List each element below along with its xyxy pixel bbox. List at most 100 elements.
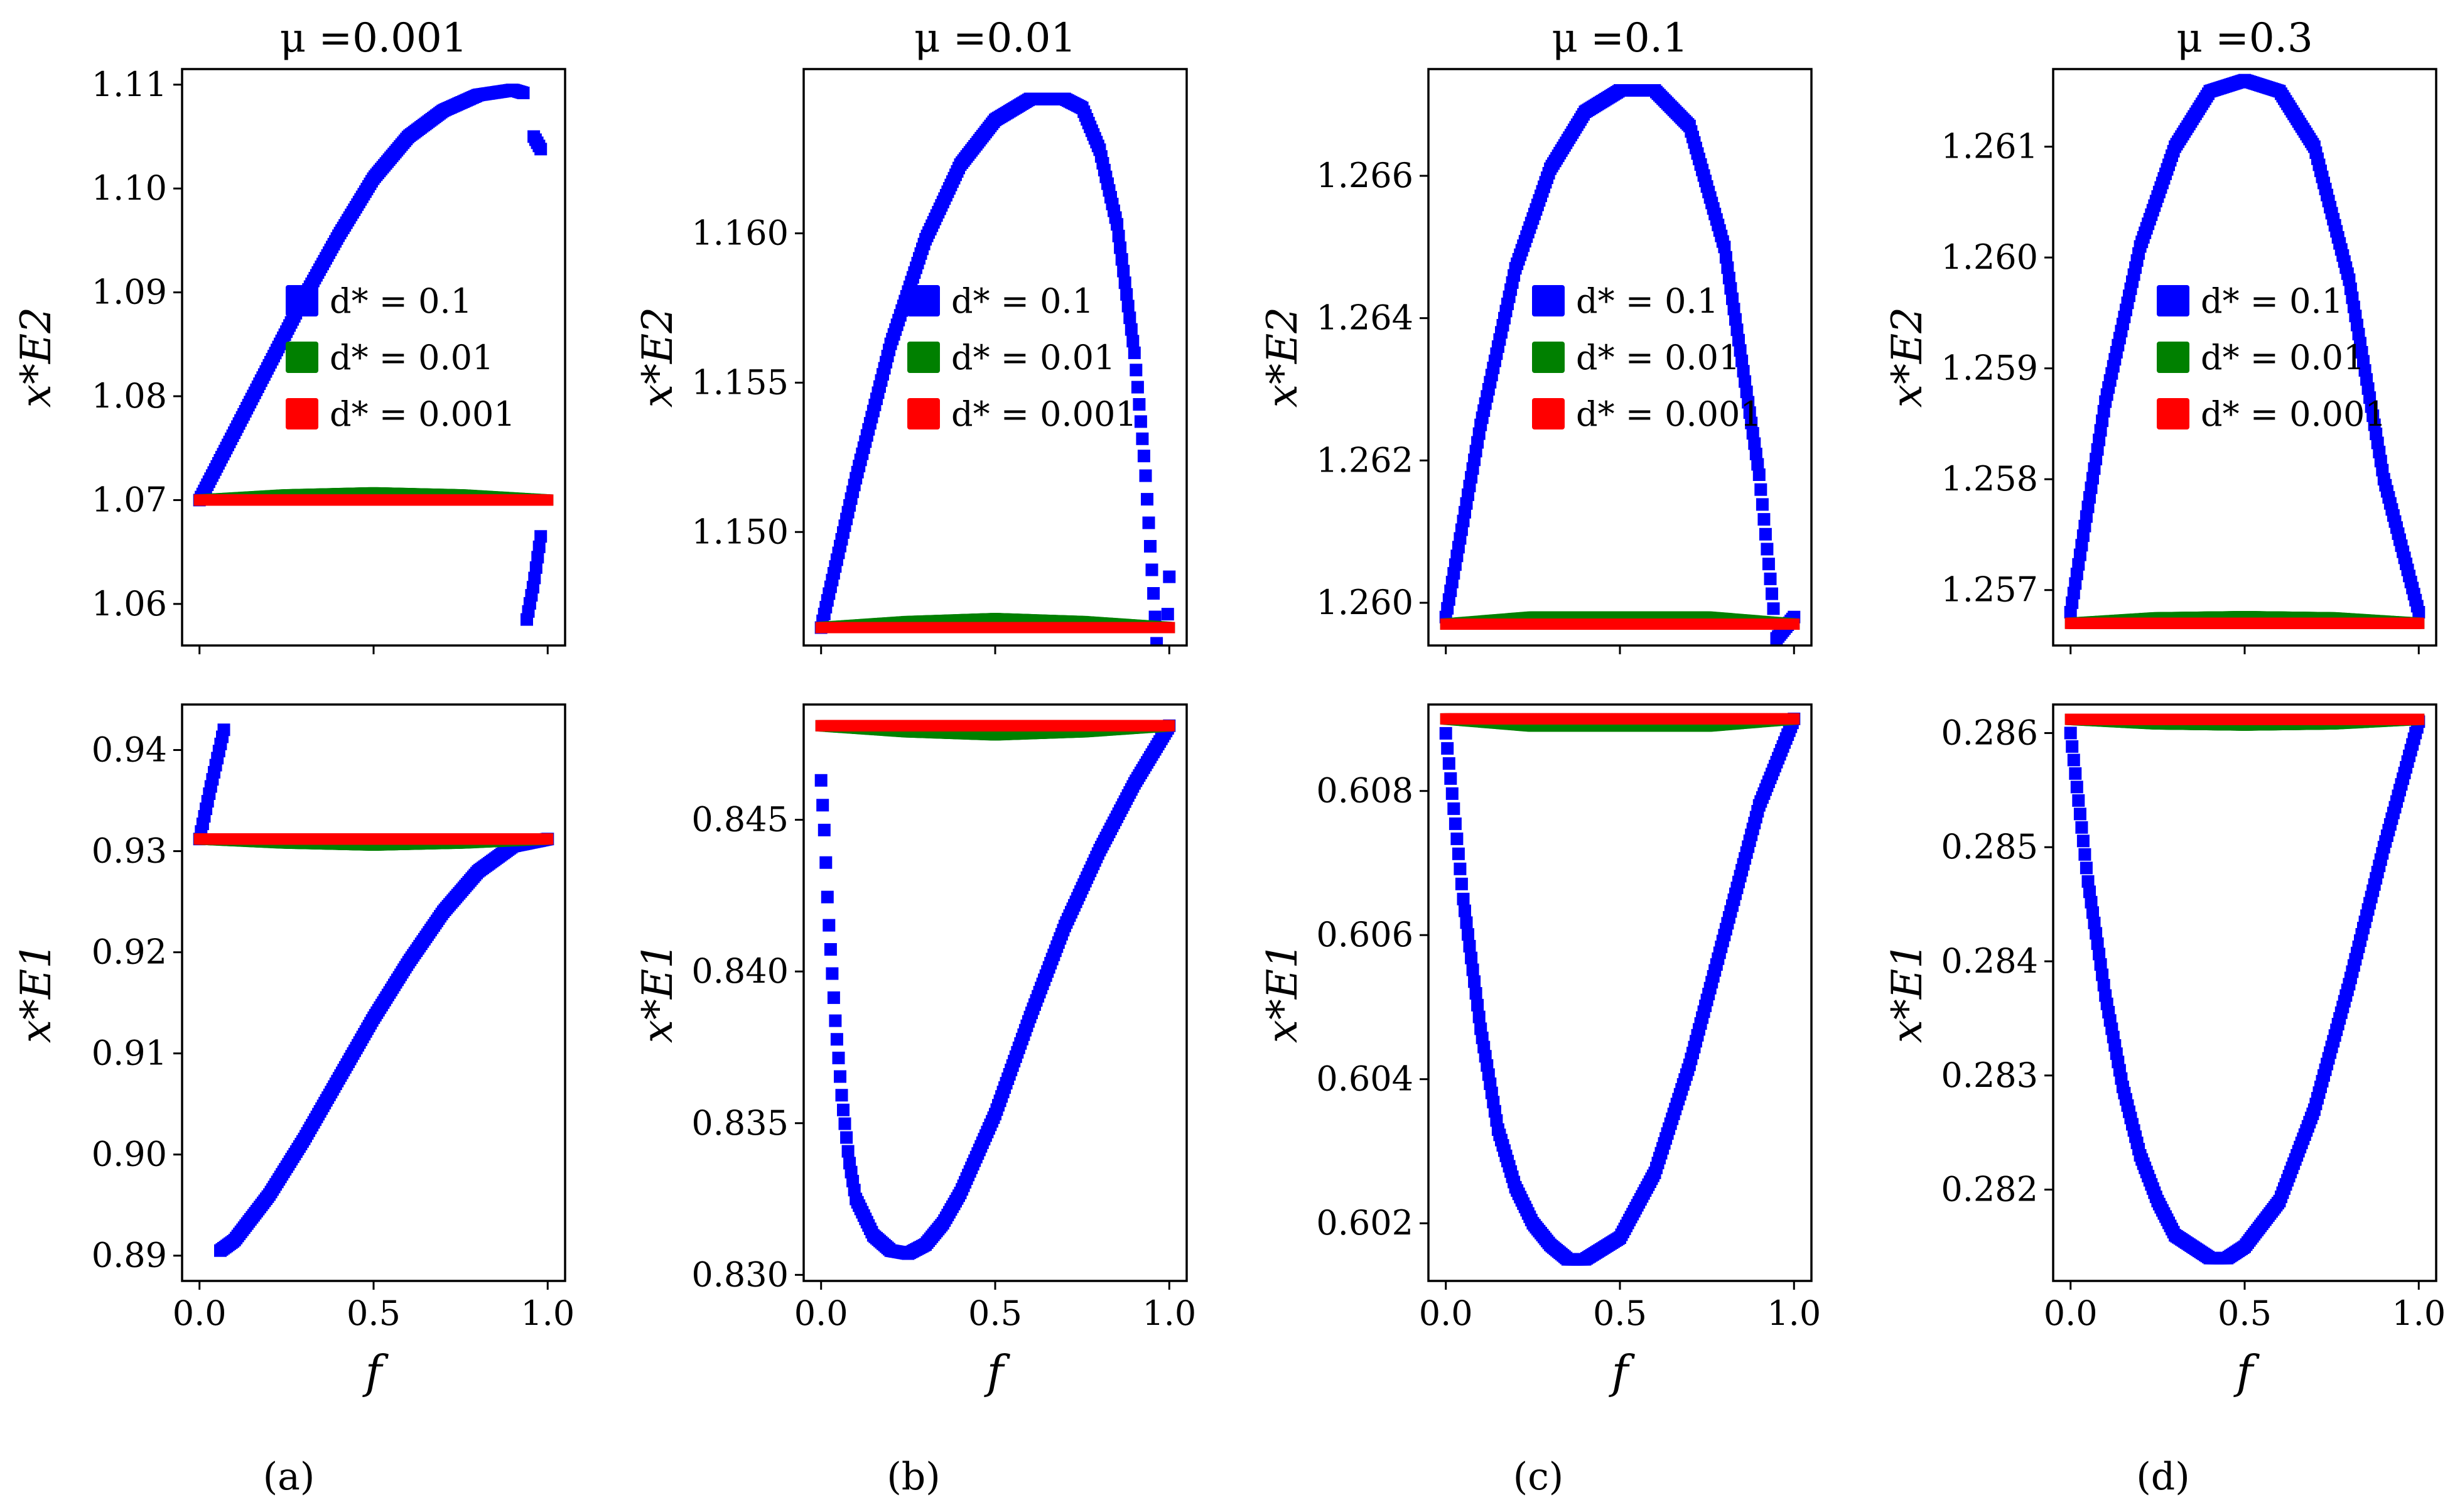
data-point — [2080, 861, 2093, 875]
panel-c-bottom-series-3 — [1440, 713, 1800, 725]
data-point — [2091, 443, 2104, 456]
y-tick-label: 0.90 — [92, 1135, 167, 1174]
data-point — [2070, 780, 2083, 794]
data-point — [2091, 937, 2104, 950]
data-point — [2086, 472, 2099, 485]
legend-swatch — [1532, 342, 1565, 373]
data-point — [1729, 313, 1742, 326]
data-point — [2067, 586, 2080, 600]
x-tick-label: 0.5 — [1593, 1293, 1647, 1333]
data-point — [2066, 740, 2079, 753]
data-point — [2096, 968, 2109, 981]
panel-d-top-series-3 — [2064, 617, 2425, 629]
data-point — [1125, 323, 1138, 336]
data-point — [2097, 404, 2110, 418]
panel-c-bottom-series-1-segment-1 — [1439, 712, 1801, 1266]
panel-a-top-ylabel: x*E2 — [12, 307, 60, 408]
panel-d-top-ylabel: x*E2 — [1883, 307, 1931, 408]
data-point — [2076, 529, 2090, 543]
panel-d-bottom-series-1-segment-1 — [2064, 715, 2425, 1265]
data-point — [1469, 987, 1482, 1000]
x-tick-label: 1.0 — [1767, 1293, 1821, 1333]
panel-b-top-series-1 — [814, 92, 1176, 645]
legend-label: d* = 0.1 — [330, 281, 472, 321]
y-tick-label: 1.150 — [691, 512, 789, 551]
data-point — [1751, 458, 1764, 471]
legend-swatch — [286, 285, 318, 316]
legend-swatch — [907, 398, 940, 429]
data-point — [1718, 240, 1731, 254]
data-point — [1118, 276, 1131, 289]
data-point — [1452, 847, 1465, 860]
y-tick-label: 1.07 — [92, 480, 167, 519]
data-point — [2078, 519, 2091, 532]
data-point — [1727, 303, 1740, 316]
data-point — [2083, 885, 2096, 899]
data-point — [2412, 606, 2425, 618]
data-point — [2069, 767, 2082, 780]
data-point — [1134, 415, 1147, 428]
panel-b-bottom-ylabel: x*E1 — [634, 942, 682, 1043]
data-point — [834, 1070, 846, 1083]
data-point — [2080, 510, 2093, 523]
legend-swatch — [1532, 398, 1565, 429]
panel-a-top-series-1-segment-1 — [193, 84, 530, 507]
data-point — [1457, 892, 1470, 905]
data-point — [837, 1103, 850, 1116]
data-point — [2064, 606, 2077, 618]
legend-label: d* = 0.1 — [2201, 281, 2343, 321]
x-tick-label: 0.0 — [1419, 1293, 1473, 1333]
data-point — [821, 890, 834, 904]
panel-c-top-series-1 — [1439, 84, 1801, 645]
data-point — [824, 943, 837, 956]
x-tick-label: 0.5 — [347, 1293, 401, 1333]
y-tick-label: 1.259 — [1941, 348, 2038, 388]
panel-a-top-series-1-segment-2 — [527, 130, 548, 156]
data-point — [2076, 834, 2090, 848]
y-tick-label: 0.93 — [92, 831, 167, 871]
panel-b-top-series-3 — [815, 622, 1175, 634]
data-point — [827, 991, 840, 1004]
data-point — [2094, 424, 2107, 437]
data-point — [1112, 229, 1125, 242]
y-tick-label: 0.92 — [92, 932, 167, 972]
panel-b-bottom-data — [814, 719, 1176, 1260]
x-tick-label: 0.0 — [794, 1293, 848, 1333]
data-point — [528, 571, 541, 585]
data-point — [542, 833, 554, 845]
data-point — [1466, 963, 1479, 976]
data-point — [1144, 540, 1157, 553]
data-point — [1117, 264, 1130, 278]
y-tick-label: 0.89 — [92, 1236, 167, 1275]
y-tick-label: 0.606 — [1316, 915, 1413, 954]
legend-swatch — [286, 398, 318, 429]
data-point — [1148, 610, 1162, 624]
panel-a-bottom-ylabel: x*E1 — [12, 942, 60, 1043]
data-point — [1163, 570, 1176, 583]
data-point — [1460, 916, 1473, 929]
data-point — [1450, 832, 1464, 845]
x-tick-label: 0.0 — [173, 1293, 227, 1333]
y-tick-label: 1.160 — [691, 213, 789, 253]
y-tick-label: 0.94 — [92, 730, 167, 769]
y-tick-label: 1.260 — [1941, 237, 2038, 277]
y-tick-label: 0.845 — [691, 800, 789, 840]
data-point — [1743, 406, 1756, 419]
data-point — [2088, 916, 2101, 929]
data-point — [2072, 558, 2085, 571]
data-point — [1737, 365, 1750, 378]
panel-c-bottom-series-1 — [1439, 712, 1801, 1266]
data-point — [2413, 617, 2425, 629]
data-point — [1141, 493, 1153, 506]
data-point — [1788, 618, 1800, 630]
y-tick-label: 0.91 — [92, 1034, 167, 1073]
panel-a-bottom-data — [193, 723, 554, 1257]
data-point — [1449, 817, 1462, 830]
data-point — [817, 823, 831, 836]
y-tick-label: 0.835 — [691, 1103, 789, 1143]
panel-d-top-series-1-segment-1 — [2064, 73, 2425, 618]
panel-c-bottom-series-3-segment-1 — [1440, 713, 1800, 725]
panel-c-top-data — [1439, 84, 1801, 645]
